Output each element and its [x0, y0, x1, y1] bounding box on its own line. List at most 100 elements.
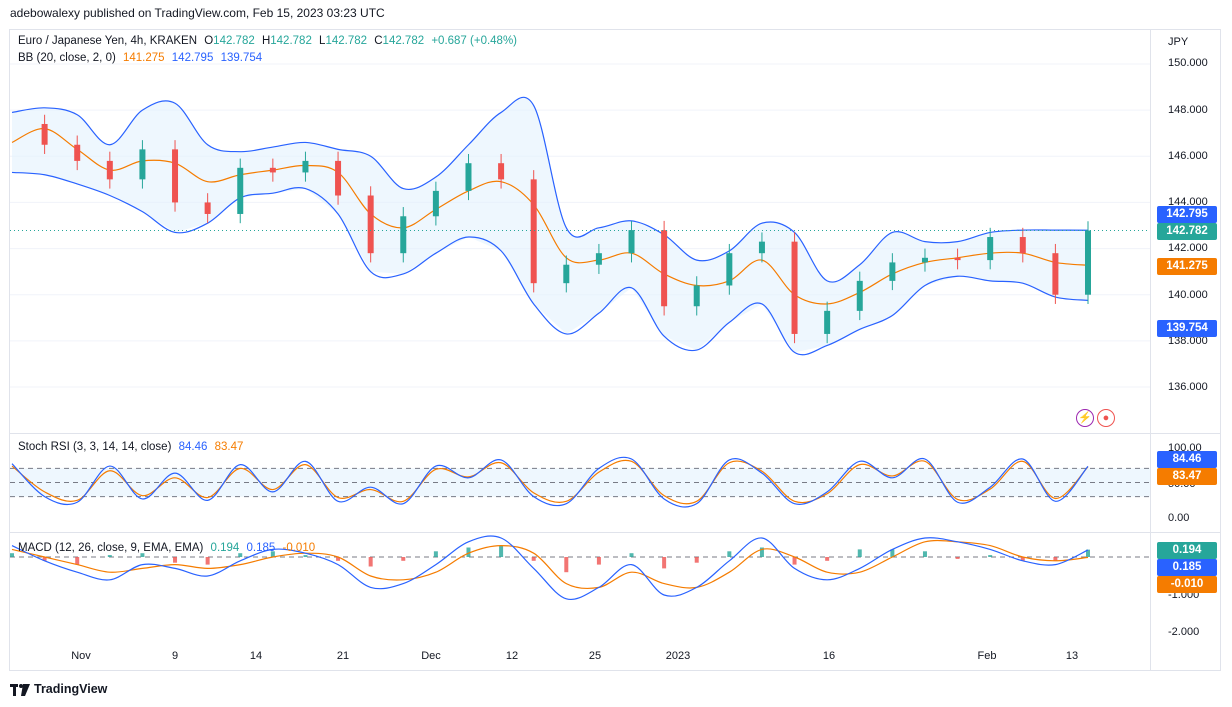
- bb-upper-tag: 142.795: [1157, 206, 1217, 223]
- macd-line: [11, 535, 1089, 601]
- time-tick: 2023: [665, 650, 691, 662]
- time-tick: 13: [1065, 650, 1079, 662]
- candle-body: [74, 144, 81, 161]
- time-tick: 14: [249, 650, 263, 662]
- bb-label[interactable]: BB (20, close, 2, 0): [18, 52, 116, 64]
- footer-brand[interactable]: TradingView: [10, 682, 107, 696]
- candle-body: [726, 253, 733, 286]
- change-value: +0.687 (+0.48%): [431, 35, 517, 47]
- macd-histogram-bar: [205, 557, 210, 565]
- stoch-legend: Stoch RSI (3, 3, 14, 14, close) 84.46 83…: [18, 441, 247, 453]
- macd-histogram-bar: [1020, 557, 1025, 561]
- macd-histogram-bar: [75, 557, 80, 565]
- symbol-label[interactable]: Euro / Japanese Yen, 4h, KRAKEN: [18, 35, 198, 47]
- high-value: 142.782: [270, 35, 312, 47]
- bb-upper-line: [11, 96, 1089, 283]
- bb-basis-line: [11, 127, 1089, 305]
- candle-body: [530, 179, 537, 284]
- publisher-line: adebowalexy published on TradingView.com…: [10, 6, 385, 20]
- stoch-k-tag: 84.46: [1157, 451, 1217, 468]
- macd-histogram-bar: [922, 551, 927, 557]
- macd-histogram-bar: [662, 557, 667, 569]
- macd-line-value: 0.185: [246, 542, 276, 554]
- price-tick: 136.000: [1168, 381, 1208, 393]
- price-tick: 144.000: [1168, 196, 1208, 208]
- stoch-d-tag: 83.47: [1157, 468, 1217, 485]
- candle-body: [921, 257, 928, 263]
- macd-histogram-bar: [1053, 557, 1058, 561]
- stoch-label[interactable]: Stoch RSI (3, 3, 14, 14, close): [18, 441, 172, 453]
- close-label: C: [374, 35, 383, 47]
- macd-signal-line: [11, 539, 1089, 590]
- macd-histogram-bar: [792, 557, 797, 565]
- macd-histogram-bar: [1086, 549, 1090, 557]
- candle-body: [954, 257, 961, 261]
- bb-lower-line: [11, 171, 1089, 356]
- macd-histogram-bar: [955, 557, 960, 559]
- candle-body: [889, 262, 896, 281]
- bb-lower-value: 139.754: [220, 52, 263, 64]
- price-axis-border: [1150, 29, 1151, 671]
- macd-histogram-bar: [727, 551, 732, 557]
- macd-histogram-bar: [270, 551, 275, 557]
- time-tick: 16: [822, 650, 836, 662]
- macd-histogram-bar: [140, 553, 145, 557]
- record-icon[interactable]: ●: [1097, 409, 1115, 427]
- chart-frame: [9, 29, 1221, 671]
- high-label: H: [261, 35, 271, 47]
- candle-body: [563, 264, 570, 284]
- macd-histogram-bar: [336, 557, 341, 561]
- price-tick: 146.000: [1168, 150, 1208, 162]
- macd-histogram-bar: [564, 557, 569, 573]
- stoch-k-value: 84.46: [178, 441, 208, 453]
- candle-body: [237, 167, 244, 214]
- macd-histogram-bar: [173, 557, 178, 563]
- macd-histogram-bar: [42, 557, 47, 561]
- candle-body: [595, 253, 602, 265]
- candle-body: [856, 280, 863, 311]
- macd-histogram-bar: [629, 553, 634, 557]
- macd-legend: MACD (12, 26, close, 9, EMA, EMA) 0.194 …: [18, 542, 319, 554]
- macd-histogram-bar: [759, 547, 764, 557]
- macd-signal-value: -0.010: [282, 542, 316, 554]
- macd-histogram-bar: [694, 557, 699, 563]
- candle-body: [465, 163, 472, 191]
- price-tick: 148.000: [1168, 104, 1208, 116]
- candle-body: [172, 149, 179, 203]
- candle-body: [269, 167, 276, 173]
- stoch-k-line: [11, 456, 1089, 508]
- lightning-icon[interactable]: ⚡: [1076, 409, 1094, 427]
- candle-body: [824, 310, 831, 334]
- macd-label[interactable]: MACD (12, 26, close, 9, EMA, EMA): [18, 542, 204, 554]
- candle-body: [987, 237, 994, 261]
- macd-histogram-bar: [825, 557, 830, 561]
- macd-histogram-bar: [107, 555, 112, 557]
- candle-body: [302, 160, 309, 173]
- last-price-tag: 142.782: [1157, 223, 1217, 240]
- close-value: 142.782: [382, 35, 425, 47]
- macd-histogram-bar: [303, 555, 308, 557]
- currency-label: JPY: [1168, 36, 1189, 48]
- time-tick: Feb: [977, 650, 997, 662]
- time-tick: 12: [505, 650, 519, 662]
- macd-line-tag: 0.185: [1157, 559, 1217, 576]
- pane-separator-1[interactable]: [9, 433, 1221, 434]
- price-tick: 142.000: [1168, 242, 1208, 254]
- open-label: O: [204, 35, 214, 47]
- candle-body: [139, 149, 146, 180]
- pane-separator-2[interactable]: [9, 532, 1221, 533]
- macd-histogram-bar: [238, 553, 243, 557]
- macd-histogram-bar: [466, 547, 471, 557]
- bb-lower-tag: 139.754: [1157, 320, 1217, 337]
- time-tick: 25: [588, 650, 602, 662]
- macd-tick: -2.000: [1168, 626, 1200, 638]
- macd-histogram-bar: [596, 557, 601, 565]
- low-value: 142.782: [325, 35, 368, 47]
- candle-body: [204, 202, 211, 214]
- macd-histogram-bar: [499, 545, 504, 557]
- candle-body: [1085, 230, 1091, 295]
- time-tick: Dec: [421, 650, 441, 662]
- price-tick: 150.000: [1168, 57, 1208, 69]
- candle-body: [628, 230, 635, 254]
